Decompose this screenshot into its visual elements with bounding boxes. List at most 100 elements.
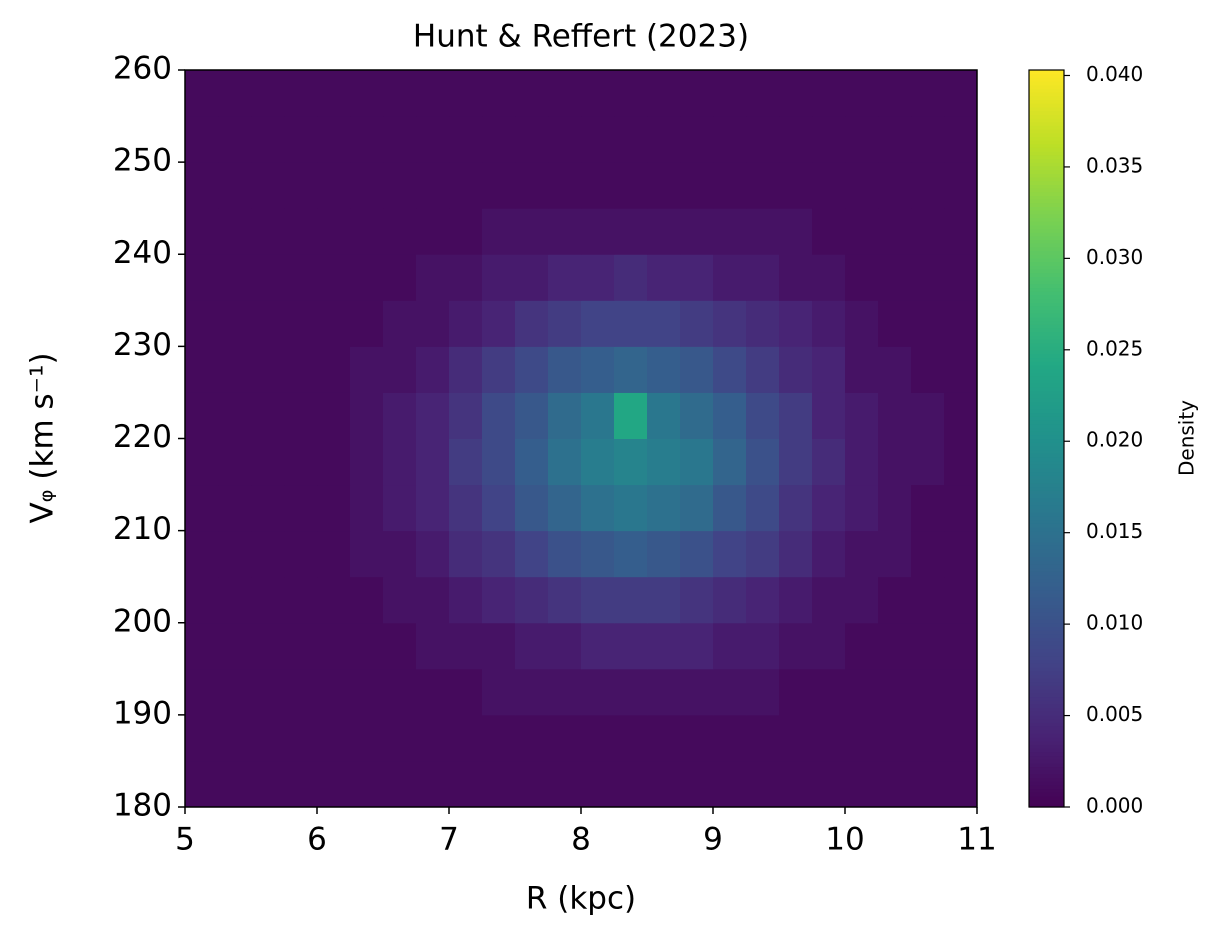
bin xyxy=(911,530,945,578)
colorbar-segment xyxy=(1029,132,1064,137)
bin xyxy=(317,254,351,301)
bin xyxy=(845,484,879,532)
bin xyxy=(944,346,978,393)
bin xyxy=(449,622,483,670)
bin xyxy=(944,760,978,808)
bin xyxy=(284,70,318,117)
bin xyxy=(350,116,384,163)
bin xyxy=(581,162,615,209)
bin xyxy=(317,484,351,532)
colorbar-segment xyxy=(1029,541,1064,546)
bin xyxy=(383,300,417,347)
colorbar-segment xyxy=(1029,294,1064,300)
bin xyxy=(713,162,747,209)
colorbar-segment xyxy=(1029,678,1064,683)
colorbar-segment xyxy=(1029,235,1064,241)
bin xyxy=(746,254,780,301)
bin xyxy=(845,668,879,716)
bin xyxy=(779,300,813,347)
bin xyxy=(845,714,879,762)
bin xyxy=(911,346,945,393)
bin xyxy=(218,116,252,163)
bin xyxy=(284,530,318,578)
bin xyxy=(185,254,219,301)
bin xyxy=(449,484,483,532)
colorbar-segment xyxy=(1029,751,1064,757)
colorbar-segment xyxy=(1029,799,1064,804)
colorbar-segment xyxy=(1029,287,1064,292)
bin xyxy=(944,254,978,301)
bin xyxy=(548,346,582,393)
colorbar-segment xyxy=(1029,420,1064,425)
bin xyxy=(251,484,285,532)
colorbar-segment xyxy=(1029,652,1064,657)
bin xyxy=(614,70,648,117)
bin xyxy=(185,346,219,393)
bin xyxy=(317,162,351,209)
bin xyxy=(515,714,549,762)
bin xyxy=(515,576,549,624)
colorbar-segment xyxy=(1029,552,1064,558)
bin xyxy=(911,760,945,808)
colorbar-segment xyxy=(1029,729,1064,734)
colorbar-segment xyxy=(1029,596,1064,602)
bin xyxy=(515,162,549,209)
colorbar-segment xyxy=(1029,792,1064,797)
colorbar-segment xyxy=(1029,427,1064,432)
bin xyxy=(614,254,648,301)
colorbar-segment xyxy=(1029,81,1064,86)
bin xyxy=(218,438,252,486)
bin xyxy=(416,530,450,578)
colorbar-segment xyxy=(1029,456,1064,462)
colorbar-segment xyxy=(1029,467,1064,473)
colorbar-segment xyxy=(1029,375,1064,381)
bin xyxy=(746,116,780,163)
bin xyxy=(944,484,978,532)
colorbar-segment xyxy=(1029,482,1064,488)
bin xyxy=(218,208,252,255)
colorbar-segment xyxy=(1029,70,1064,75)
colorbar-segment xyxy=(1029,537,1064,543)
bin xyxy=(746,392,780,439)
colorbar-segment xyxy=(1029,409,1064,414)
colorbar-segment xyxy=(1029,257,1064,263)
bin xyxy=(581,208,615,255)
bin xyxy=(284,208,318,255)
colorbar-segment xyxy=(1029,95,1064,101)
bin xyxy=(218,668,252,716)
colorbar-segment xyxy=(1029,128,1064,134)
colorbar-segment xyxy=(1029,416,1064,421)
bin xyxy=(548,162,582,209)
colorbar-segment xyxy=(1029,582,1064,587)
x-tick-label: 7 xyxy=(439,822,459,858)
colorbar-segment xyxy=(1029,438,1064,443)
colorbar-segment xyxy=(1029,423,1064,429)
colorbar-segment xyxy=(1029,563,1064,569)
bin xyxy=(383,714,417,762)
colorbar-segment xyxy=(1029,556,1064,561)
bin xyxy=(284,484,318,532)
bin xyxy=(383,392,417,439)
bin xyxy=(911,484,945,532)
bin xyxy=(878,300,912,347)
colorbar-segment xyxy=(1029,368,1064,373)
x-tick-label: 6 xyxy=(307,822,327,858)
bin xyxy=(383,484,417,532)
bin xyxy=(581,668,615,716)
bin xyxy=(614,530,648,578)
bin xyxy=(647,530,681,578)
bin xyxy=(746,162,780,209)
bin xyxy=(449,208,483,255)
bin xyxy=(350,392,384,439)
bin xyxy=(350,254,384,301)
bin xyxy=(515,668,549,716)
bin xyxy=(284,162,318,209)
colorbar-segment xyxy=(1029,431,1064,436)
colorbar-segment xyxy=(1029,722,1064,727)
bin xyxy=(317,714,351,762)
bin xyxy=(944,392,978,439)
bin xyxy=(350,576,384,624)
bin xyxy=(449,530,483,578)
bin xyxy=(779,116,813,163)
bin xyxy=(845,70,879,117)
